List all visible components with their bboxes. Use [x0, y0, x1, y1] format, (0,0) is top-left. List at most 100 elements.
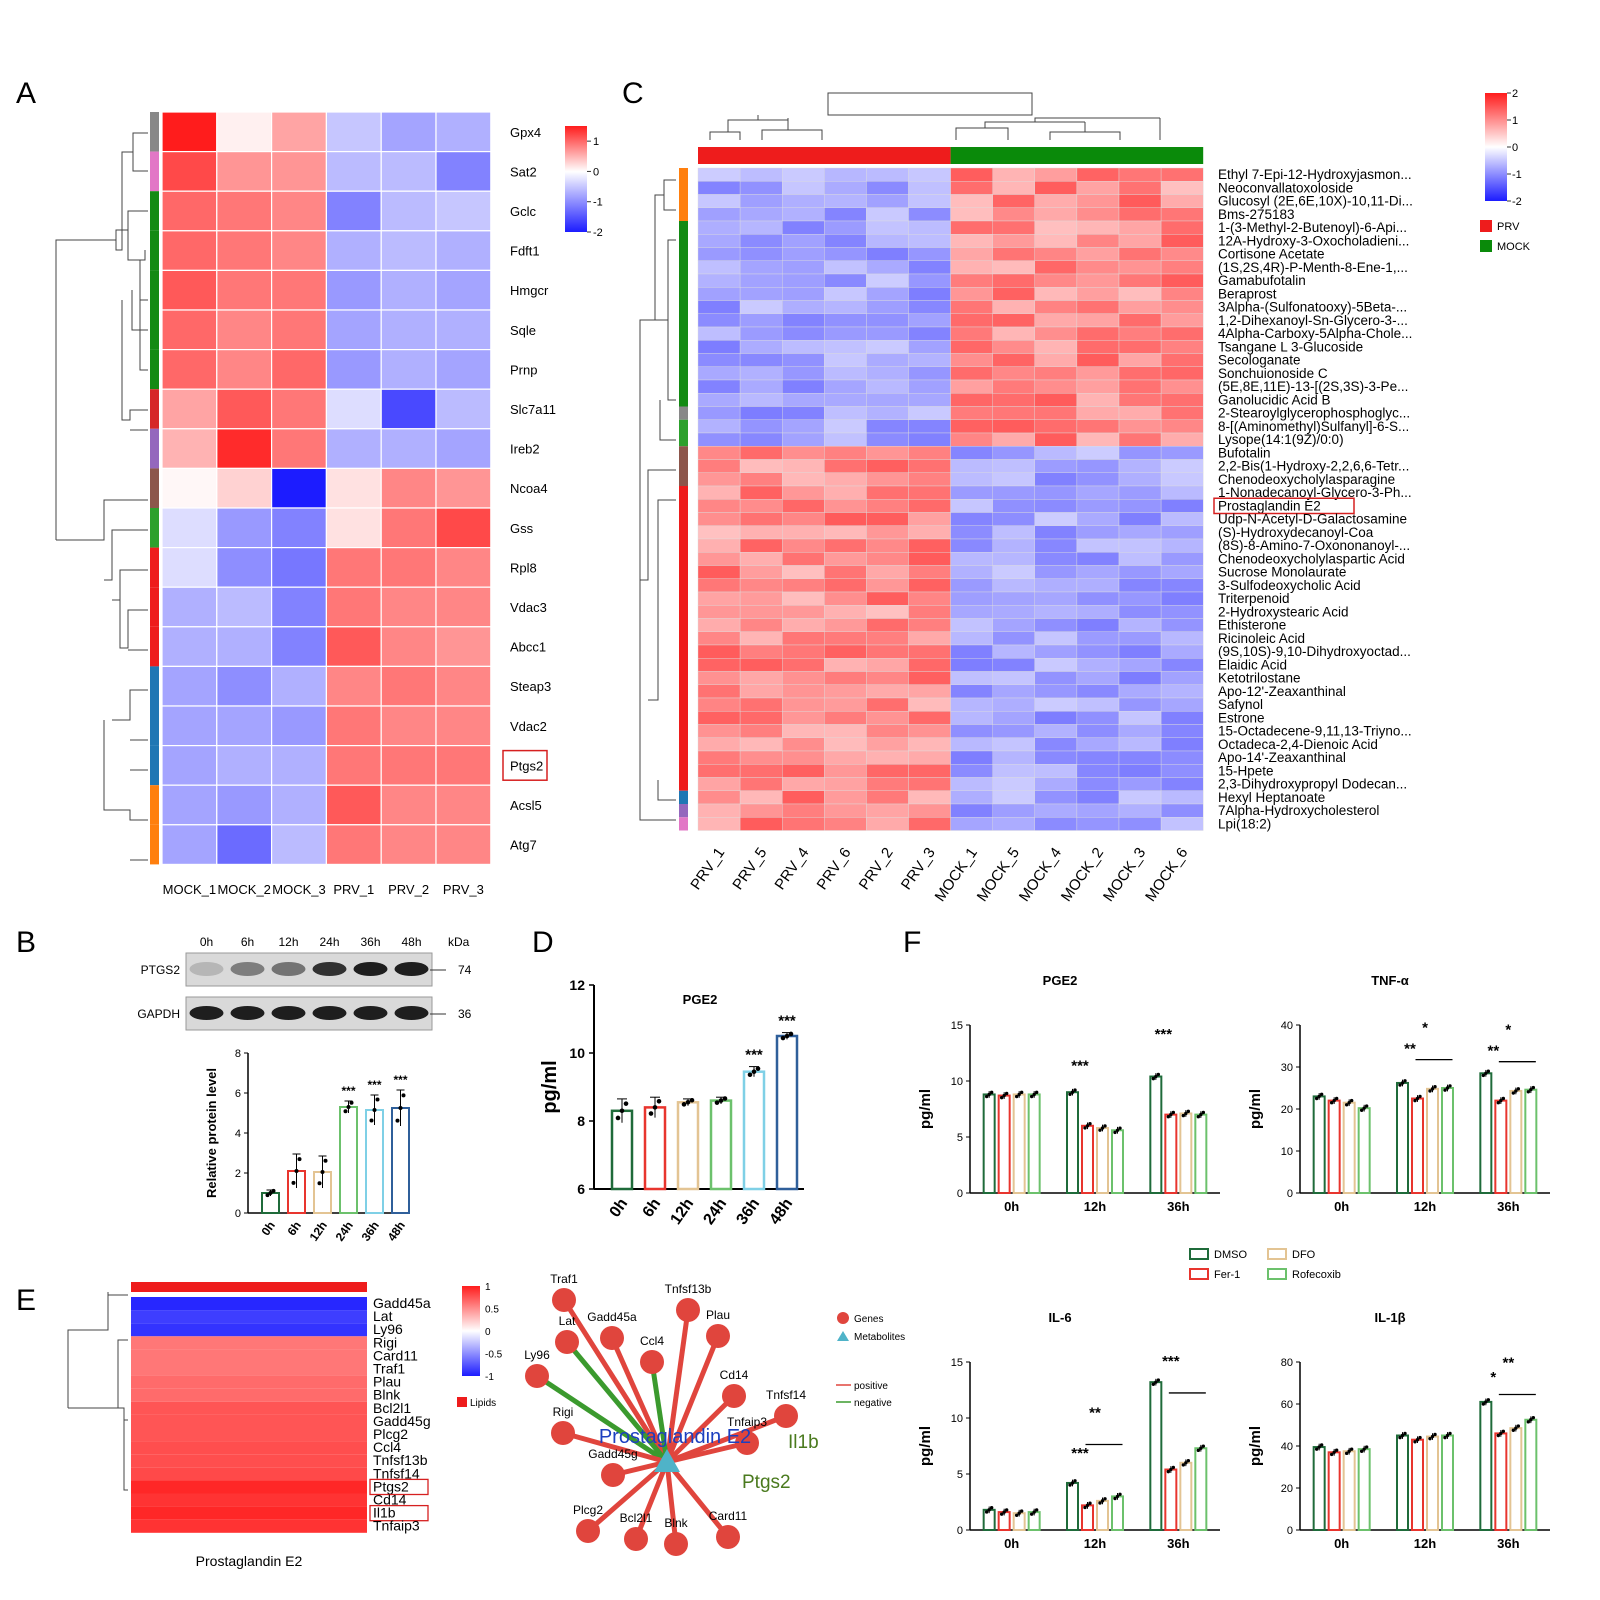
edge-tnfsf13b: [664, 1309, 691, 1463]
dendrogram-c-left: [639, 179, 676, 821]
heatmap-cell: [1118, 472, 1162, 487]
bar-dfo-36h: [1509, 1427, 1523, 1532]
row-cluster-bar: [679, 790, 688, 804]
heatmap-cell: [1076, 750, 1120, 765]
heatmap-cell: [697, 220, 741, 235]
data-point: [1403, 1431, 1407, 1436]
row-label-rpl8: Rpl8: [510, 560, 537, 575]
y-axis-label: Relative protein level: [204, 1068, 219, 1198]
row-label-vdac2: Vdac2: [510, 719, 547, 734]
heatmap-cell: [1076, 790, 1120, 805]
heatmap-cell: [908, 552, 951, 566]
heatmap-cell: [992, 472, 1036, 487]
heatmap-cell: [435, 546, 492, 588]
heatmap-cell: [739, 366, 783, 381]
blot-band: [189, 1006, 224, 1020]
heatmap-cell: [1160, 591, 1204, 606]
heatmap-cell: [697, 379, 741, 394]
heatmap-cell: [1076, 618, 1120, 632]
data-point: [1364, 1445, 1369, 1449]
edge-tnfsf14: [666, 1413, 787, 1465]
row-label-atg7: Atg7: [510, 838, 537, 853]
heatmap-cell: [908, 512, 951, 526]
heatmap-cell: [697, 300, 741, 314]
heatmap-cell: [866, 803, 909, 818]
heatmap-cell: [131, 1401, 367, 1415]
heatmap-cell: [1034, 273, 1078, 288]
heatmap-cell: [824, 711, 867, 725]
heatmap-cell: [697, 247, 741, 261]
blot-lane-label-6h: 6h: [241, 935, 254, 949]
legend-tick-label: 1: [1512, 115, 1518, 127]
row-label-steap3: Steap3: [510, 679, 551, 694]
heatmap-cell: [697, 790, 741, 805]
heatmap-cell: [1034, 485, 1078, 500]
data-point: [1068, 1483, 1072, 1487]
heatmap-cell: [161, 428, 218, 469]
heatmap-cell: [1034, 432, 1078, 447]
legend-metabolites-icon: [837, 1331, 849, 1341]
heatmap-cell: [739, 194, 783, 208]
heatmap-cell: [1118, 644, 1162, 659]
heatmap-cell: [782, 393, 825, 407]
data-point: [1349, 1447, 1354, 1451]
heatmap-cell: [1076, 644, 1120, 659]
heatmap-cell: [950, 658, 993, 672]
bar-fer-1-12h: [1411, 1097, 1424, 1194]
heatmap-cell: [866, 552, 909, 566]
data-point: [1029, 1512, 1034, 1516]
heatmap-cell: [271, 111, 328, 153]
heatmap-cell: [992, 684, 1036, 699]
heatmap-cell: [739, 499, 783, 513]
heatmap-cell: [992, 419, 1036, 434]
chart-pge2: PGE2 0 5 10 15 pg/ml 0h 12h 36h *** ***: [917, 973, 1220, 1214]
heatmap-cell: [950, 181, 993, 195]
row-label-ptgs2: Ptgs2: [510, 758, 543, 773]
heatmap-cell: [161, 269, 218, 311]
data-point: [1181, 1113, 1186, 1118]
heatmap-cell: [950, 207, 993, 222]
heatmap-cell: [739, 671, 783, 685]
row-label-lysope-14-1-9z-0-0: Lysope(14:1(9Z)/0:0): [1218, 432, 1344, 447]
heatmap-cell: [782, 499, 825, 513]
heatmap-cell: [697, 803, 741, 818]
chart-title: PGE2: [683, 992, 718, 1007]
heatmap-cell: [950, 817, 993, 831]
row-label-rigi: Rigi: [373, 1334, 397, 1350]
heatmap-cell: [1076, 432, 1120, 447]
bar-rofecoxib-36h: [1194, 1113, 1208, 1194]
data-point: [1514, 1089, 1518, 1093]
heatmap-cell: [782, 167, 825, 182]
heatmap-cell: [1034, 790, 1078, 805]
bar-fer-1-12h: [1081, 1124, 1094, 1195]
heatmap-cell: [1034, 605, 1078, 619]
heatmap-cell: [697, 472, 741, 487]
row-cluster-bar: [679, 486, 688, 791]
legend-positive-label: positive: [854, 1381, 888, 1392]
y-tick-label: 80: [1281, 1357, 1293, 1369]
heatmap-cell: [739, 790, 783, 805]
data-point: [1154, 1380, 1158, 1384]
data-point: [1068, 1092, 1072, 1097]
data-point: [1088, 1501, 1092, 1505]
heatmap-cell: [435, 428, 492, 469]
heatmap-cell: [1118, 711, 1162, 725]
x-tick-label-48h: 48h: [767, 1196, 797, 1228]
heatmap-cell: [824, 684, 867, 699]
heatmap-cell: [131, 1441, 367, 1455]
heatmap-cell: [950, 538, 993, 553]
heatmap-cell: [697, 287, 741, 301]
x-tick-label-0h: 0h: [1004, 1536, 1019, 1551]
color-legend-bar: [1485, 93, 1507, 201]
heatmap-cell: [739, 287, 783, 301]
heatmap-cell: [161, 230, 218, 272]
heatmap-cell: [380, 309, 437, 351]
gene-label-blnk: Blnk: [664, 1516, 688, 1530]
heatmap-cell: [866, 273, 909, 288]
gene-node-tnfaip3: [735, 1431, 759, 1455]
heatmap-cell: [697, 684, 741, 699]
row-label-ketotrilostane: Ketotrilostane: [1218, 671, 1301, 686]
heatmap-cell: [908, 366, 951, 381]
row-cluster-bar: [679, 817, 688, 831]
